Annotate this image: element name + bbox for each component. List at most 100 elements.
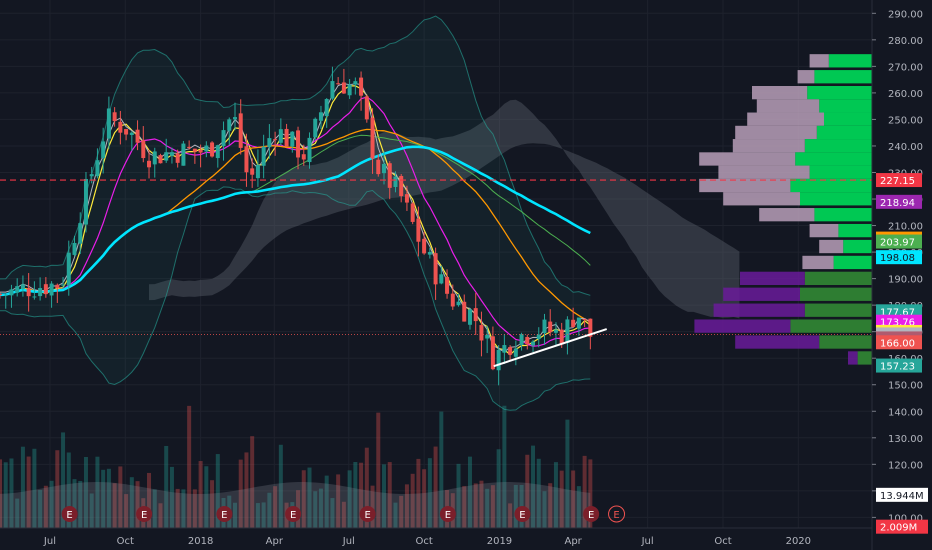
volume-bar xyxy=(427,458,432,528)
profile-row-down xyxy=(848,351,858,365)
price-label-box xyxy=(876,194,922,209)
price-tick-label: 240.00 xyxy=(888,142,923,153)
volume-bar xyxy=(496,449,501,528)
trendline[interactable] xyxy=(493,328,608,368)
volume-bar xyxy=(467,456,472,528)
candle-body xyxy=(548,321,553,333)
price-label-text: 198.08 xyxy=(880,253,915,264)
candle-body xyxy=(290,131,295,147)
candle-body xyxy=(376,159,381,175)
candle-body xyxy=(227,119,232,131)
candle-body xyxy=(9,289,14,296)
volume-bar xyxy=(513,484,518,528)
candle-body xyxy=(582,318,587,320)
candle-body xyxy=(124,129,129,135)
volume-bar xyxy=(399,495,404,528)
volume-bar xyxy=(238,459,243,528)
volume-bar xyxy=(192,489,197,528)
volume-bar xyxy=(66,452,71,528)
time-tick-label: Jul xyxy=(43,536,56,547)
earnings-marker xyxy=(439,506,456,522)
profile-row-down xyxy=(735,125,817,140)
earnings-marker xyxy=(359,506,376,522)
earnings-marker xyxy=(216,506,233,522)
profile-row-up xyxy=(795,152,872,166)
level-lines xyxy=(0,179,872,335)
price-label-text: 203.97 xyxy=(880,238,915,249)
candle-body xyxy=(439,274,444,284)
volume-bar xyxy=(387,462,392,528)
candles[interactable] xyxy=(0,66,593,386)
candle-body xyxy=(250,168,255,175)
profile-row-up xyxy=(857,351,872,365)
profile-row-down xyxy=(713,303,805,317)
volume-label-text: 13.944M xyxy=(880,491,924,502)
volume-bar xyxy=(404,484,409,528)
candle-body xyxy=(20,284,25,289)
candle-body xyxy=(490,336,495,370)
volume-bar xyxy=(553,462,558,528)
volume-bar xyxy=(301,470,306,528)
candle-body xyxy=(502,345,507,353)
volume-bar xyxy=(559,470,564,528)
earnings-marker-label: E xyxy=(141,510,147,521)
candle-body xyxy=(210,142,215,157)
profile-row-down xyxy=(802,255,834,270)
candle-body xyxy=(359,77,364,96)
profile-row-up xyxy=(814,70,872,84)
earnings-marker-label: E xyxy=(445,510,451,521)
candle-body xyxy=(485,334,490,339)
volume-bar xyxy=(571,470,576,528)
candle-body xyxy=(147,160,152,168)
price-label-text: 166.00 xyxy=(880,338,915,349)
candle-body xyxy=(410,203,415,222)
volume-bar xyxy=(359,462,364,528)
volume-bar xyxy=(124,494,129,528)
volume-bar xyxy=(324,475,329,528)
volume-bar xyxy=(588,459,593,528)
profile-row-up xyxy=(816,125,872,140)
volume-bar xyxy=(370,485,375,528)
volume-bar xyxy=(473,483,478,528)
candle-body xyxy=(38,288,43,297)
earnings-upcoming-label: E xyxy=(613,510,619,521)
candle-body xyxy=(112,112,117,122)
time-tick-label: Oct xyxy=(117,536,134,547)
volume-bar xyxy=(9,458,14,528)
candle-body xyxy=(382,163,387,174)
candle-body xyxy=(43,284,48,295)
profile-row-up xyxy=(819,99,872,113)
price-label-box xyxy=(876,234,922,249)
volume-bar xyxy=(3,462,8,528)
candle-body xyxy=(181,143,186,166)
candle-body xyxy=(416,218,421,242)
volume-bar xyxy=(15,498,20,528)
candle-body xyxy=(307,137,312,163)
volume-bar xyxy=(502,405,507,528)
candle-body xyxy=(106,108,111,139)
volume-bar xyxy=(78,480,83,528)
candle-body xyxy=(536,334,541,340)
time-axis[interactable]: Jul Oct 2018 Apr Jul Oct 2019 Apr Jul Oct 2020 xyxy=(0,527,872,547)
volume-bar xyxy=(490,485,495,528)
candle-body xyxy=(508,347,513,355)
profile-row-down xyxy=(723,192,800,206)
profile-row-up xyxy=(828,54,872,68)
earnings-marker-label: E xyxy=(66,510,72,521)
profile-row-down xyxy=(699,178,791,193)
price-tick-label: 210.00 xyxy=(888,222,923,233)
volume-bar xyxy=(175,488,180,528)
candle-body xyxy=(26,287,31,297)
candle-body xyxy=(152,151,157,165)
volume-bar xyxy=(152,489,157,528)
volume-bar xyxy=(330,498,335,528)
price-label-text: 227.15 xyxy=(880,176,915,187)
candle-body xyxy=(445,277,450,294)
earnings-upcoming-marker xyxy=(608,505,626,523)
candle-body xyxy=(278,129,283,143)
earnings-marker-label: E xyxy=(519,510,525,521)
bollinger-fill xyxy=(0,16,591,411)
profile-row-down xyxy=(735,335,820,349)
